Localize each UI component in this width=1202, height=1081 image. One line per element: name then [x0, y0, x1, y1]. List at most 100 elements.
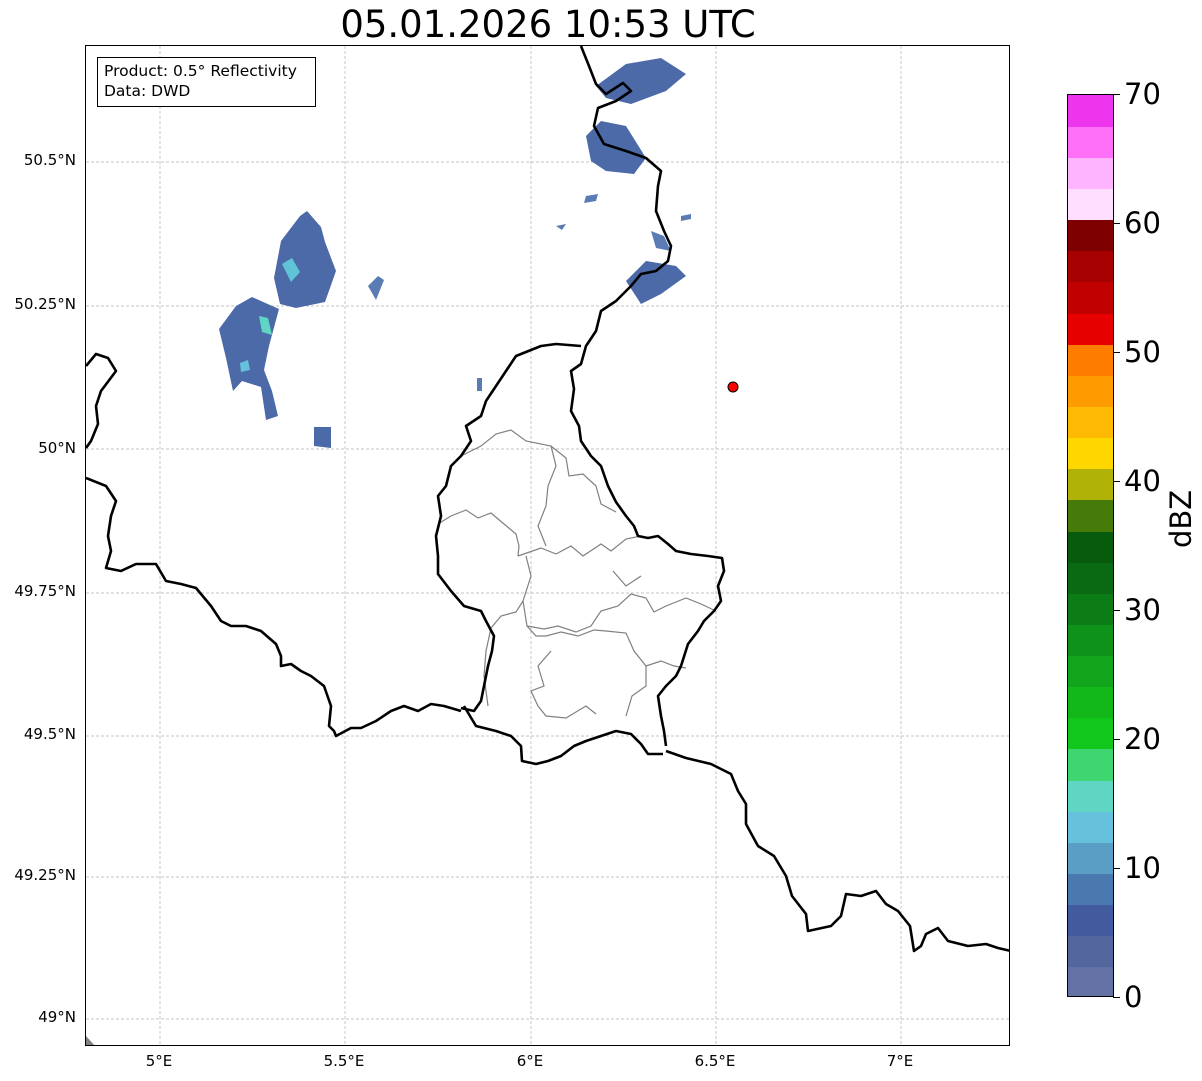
border-luxembourg-north	[434, 342, 582, 713]
gridlines	[86, 46, 1009, 1045]
echo-strip-1	[368, 276, 384, 300]
echo-cell-small	[314, 427, 331, 448]
colorbar-segment	[1068, 281, 1113, 314]
echo-cluster-west	[274, 211, 336, 308]
colorbar-segment	[1068, 624, 1113, 657]
colorbar-tick	[1113, 481, 1120, 482]
echo-north-4	[651, 231, 671, 251]
echo-north-3	[626, 261, 686, 304]
echo-north-1	[596, 58, 686, 104]
colorbar-segment	[1068, 95, 1113, 127]
colorbar-segment	[1068, 593, 1113, 625]
colorbar-tick-label: 30	[1124, 593, 1161, 627]
radar-echoes	[219, 58, 691, 448]
colorbar-tick-label: 0	[1124, 980, 1143, 1014]
admin-line-2	[437, 509, 520, 557]
lon-tick-5.5: 5.5°E	[323, 1052, 365, 1070]
map-area[interactable]	[85, 45, 1010, 1046]
echo-speck-1	[584, 194, 598, 203]
border-germany-france	[665, 749, 1009, 953]
colorbar-tick	[1113, 739, 1120, 740]
corner-fill	[86, 1036, 95, 1045]
colorbar-tick-label: 20	[1124, 722, 1161, 756]
colorbar-segment	[1068, 966, 1113, 996]
lat-tick-49.5: 49.5°N	[23, 725, 76, 743]
lat-tick-50: 50°N	[38, 439, 76, 457]
lon-tick-5: 5°E	[145, 1052, 173, 1070]
colorbar-segment	[1068, 437, 1113, 470]
product-label: Product: 0.5° Reflectivity	[104, 62, 297, 80]
colorbar-segment	[1068, 904, 1113, 937]
lon-tick-6: 6°E	[516, 1052, 544, 1070]
admin-line-6	[526, 625, 687, 669]
lat-tick-50.5: 50.5°N	[23, 151, 76, 169]
admin-line-10	[625, 666, 647, 717]
admin-line-8	[530, 650, 597, 719]
colorbar-segment	[1068, 935, 1113, 968]
colorbar-segment	[1068, 312, 1113, 345]
map-title: 05.01.2026 10:53 UTC	[340, 3, 756, 46]
product-info-box: Product: 0.5° Reflectivity Data: DWD	[97, 57, 316, 107]
echo-cell-core-2	[259, 316, 272, 335]
colorbar-segment	[1068, 375, 1113, 407]
border-belgium-netherlands	[86, 352, 118, 449]
admin-line-7	[537, 445, 557, 547]
colorbar-segment	[1068, 655, 1113, 688]
echo-speck-2	[681, 214, 691, 221]
admin-line-9	[612, 570, 642, 587]
colorbar-segment	[1068, 780, 1113, 812]
colorbar-segment	[1068, 873, 1113, 906]
admin-line-3	[517, 535, 642, 557]
admin-line-5	[483, 600, 524, 707]
colorbar-tick	[1113, 997, 1120, 998]
colorbar-segment	[1068, 344, 1113, 376]
colorbar-segment	[1068, 842, 1113, 875]
country-borders	[86, 46, 1009, 953]
colorbar-segment	[1068, 530, 1113, 563]
colorbar-segment	[1068, 717, 1113, 750]
lat-tick-49.75: 49.75°N	[14, 582, 76, 600]
echo-strip-2	[477, 378, 482, 391]
colorbar-segment	[1068, 468, 1113, 501]
colorbar-segment	[1068, 157, 1113, 189]
colorbar-unit-label: dBZ	[1164, 489, 1198, 548]
colorbar-segment	[1068, 686, 1113, 719]
colorbar-segment	[1068, 811, 1113, 843]
admin-line-4	[522, 555, 717, 633]
admin-line-1	[460, 429, 617, 513]
map-canvas	[86, 46, 1009, 1045]
colorbar-tick	[1113, 223, 1120, 224]
colorbar-tick-label: 40	[1124, 464, 1161, 498]
lat-tick-49.25: 49.25°N	[14, 866, 76, 884]
colorbar-tick-label: 60	[1124, 206, 1161, 240]
colorbar-tick	[1113, 352, 1120, 353]
lat-tick-50.25: 50.25°N	[14, 295, 76, 313]
colorbar-tick	[1113, 868, 1120, 869]
lon-tick-7: 7°E	[886, 1052, 914, 1070]
admin-borders	[437, 429, 717, 719]
border-germany-west	[569, 46, 726, 747]
colorbar-segment	[1068, 126, 1113, 158]
colorbar-tick-label: 50	[1124, 335, 1161, 369]
echo-speck-3	[556, 224, 566, 230]
lon-tick-6.5: 6.5°E	[694, 1052, 736, 1070]
colorbar-tick-label: 10	[1124, 851, 1161, 885]
colorbar-tick-label: 70	[1124, 77, 1161, 111]
data-source-label: Data: DWD	[104, 82, 191, 100]
station-marker	[727, 381, 739, 393]
echo-cluster-west-south	[219, 297, 279, 420]
colorbar-segment	[1068, 188, 1113, 221]
colorbar-segment	[1068, 499, 1113, 532]
echo-cell-core-3	[240, 360, 250, 372]
border-luxembourg-south	[462, 705, 663, 766]
colorbar-segment	[1068, 562, 1113, 594]
echo-cell-core-1	[282, 258, 300, 282]
colorbar	[1067, 94, 1114, 997]
colorbar-tick	[1113, 94, 1120, 95]
colorbar-segment	[1068, 219, 1113, 252]
border-belgium-france	[86, 476, 462, 738]
colorbar-tick	[1113, 610, 1120, 611]
colorbar-segment	[1068, 748, 1113, 781]
lat-tick-49: 49°N	[38, 1008, 76, 1026]
colorbar-segment	[1068, 406, 1113, 439]
